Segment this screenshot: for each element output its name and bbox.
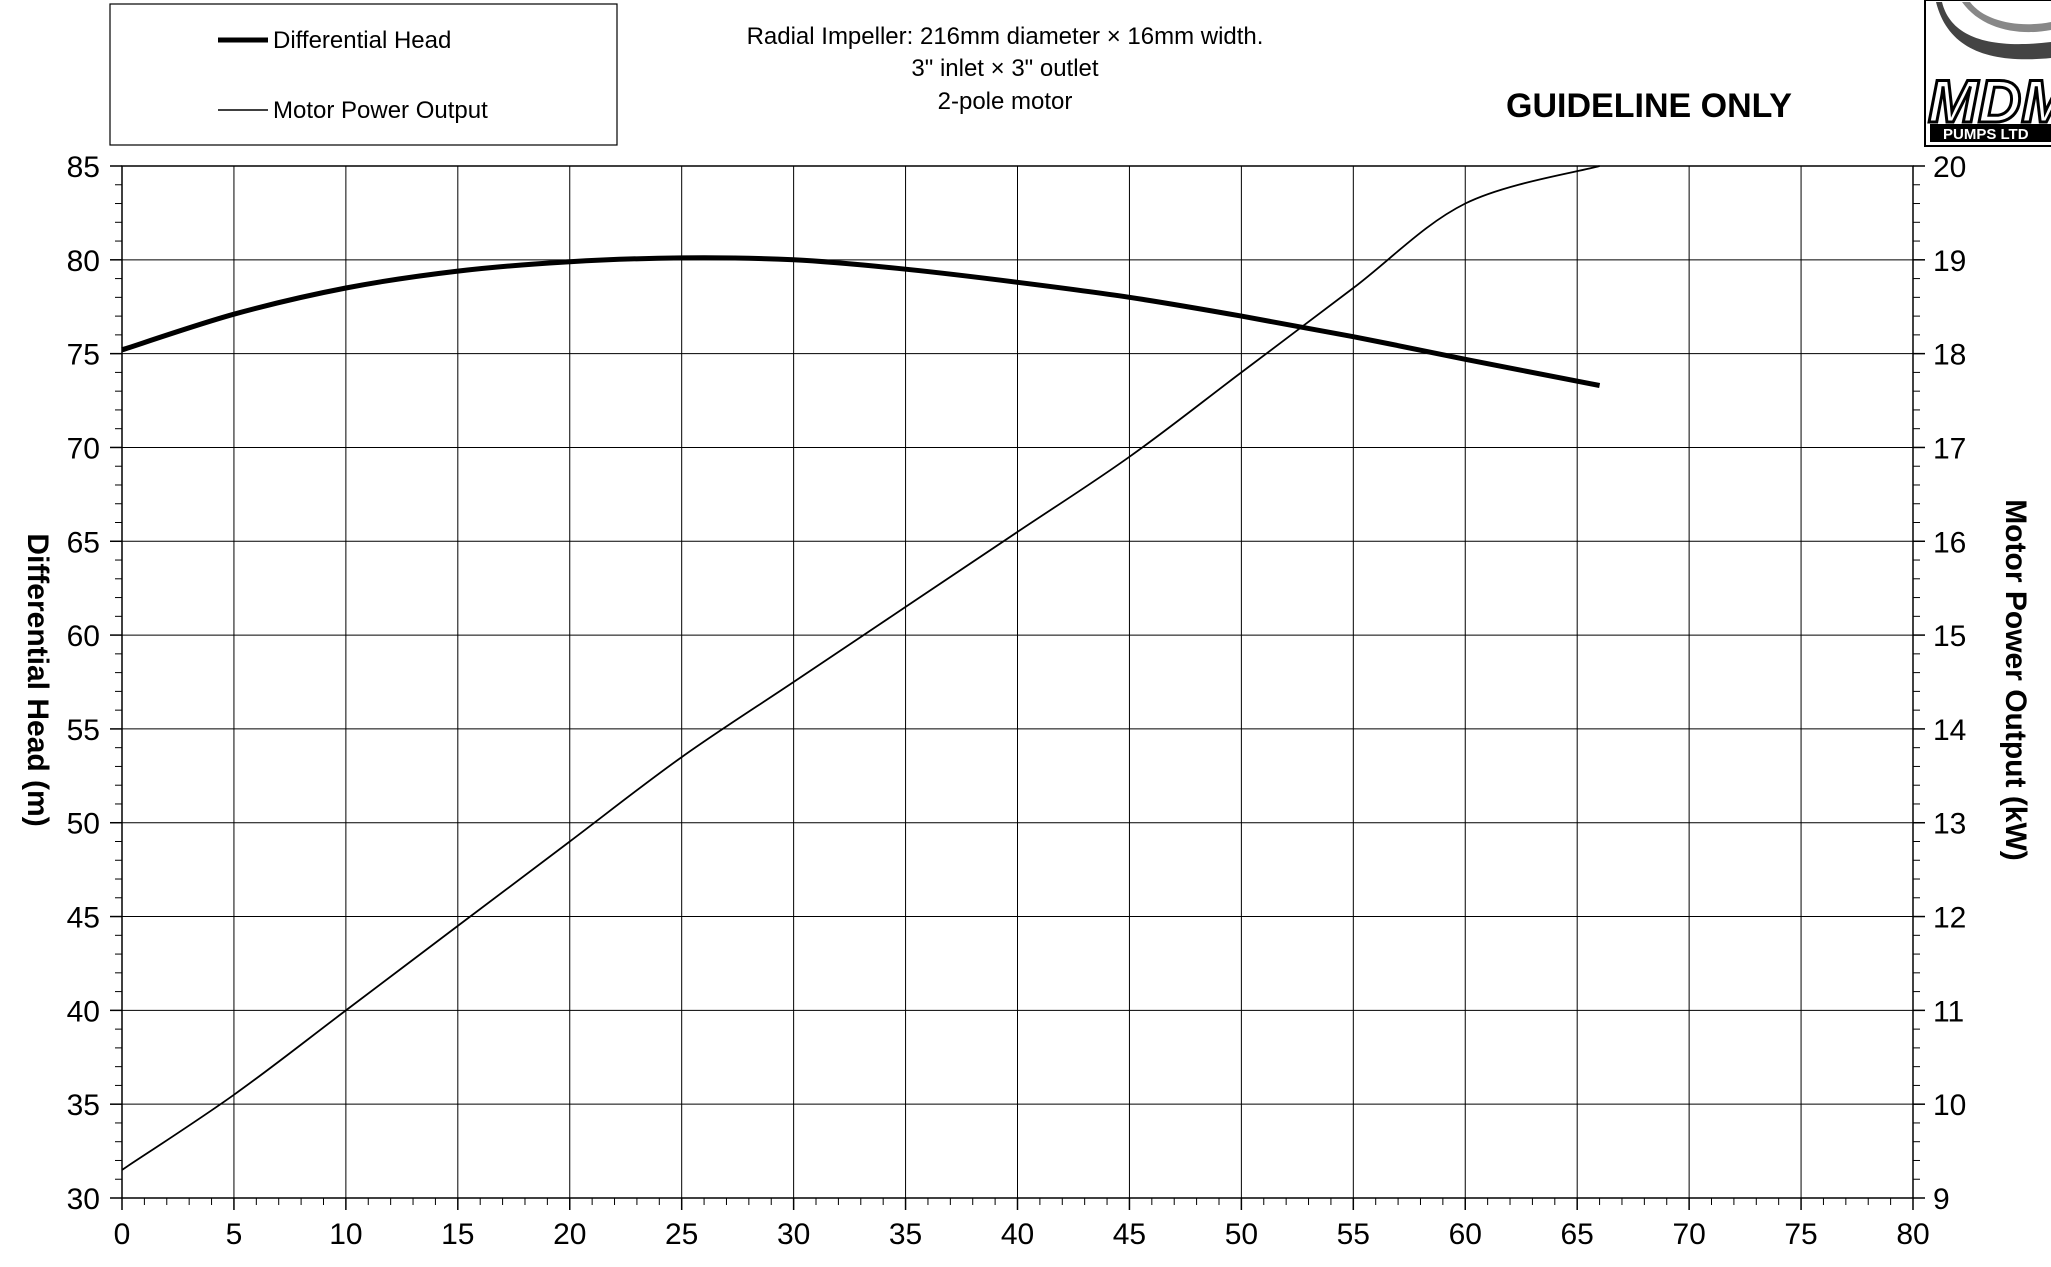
x-tick-label: 65 — [1561, 1218, 1594, 1251]
x-tick-label: 40 — [1001, 1218, 1034, 1251]
company-logo: MDM PUMPS LTD — [1924, 0, 2051, 147]
y2-axis-title: Motor Power Output (kW) — [1999, 499, 2032, 861]
logo-sub-band — [1930, 124, 2051, 142]
legend-frame — [109, 3, 618, 146]
y-tick-label: 50 — [67, 808, 100, 841]
legend: Differential Head Motor Power Output — [109, 3, 618, 146]
y-tick-label: 55 — [67, 714, 100, 747]
x-tick-label: 50 — [1225, 1218, 1258, 1251]
x-tick-label: 45 — [1113, 1218, 1146, 1251]
y-tick-labels: 30 35 40 45 50 55 60 65 70 75 80 85 — [67, 151, 100, 1216]
y2-tick-label: 16 — [1933, 526, 1966, 559]
x-tick-label: 15 — [441, 1218, 474, 1251]
y2-tick-label: 18 — [1933, 339, 1966, 372]
y-tick-label: 60 — [67, 620, 100, 653]
grid — [110, 165, 1925, 1210]
y2-tick-label: 14 — [1933, 714, 1966, 747]
y-tick-label: 30 — [67, 1183, 100, 1216]
x-tick-label: 25 — [665, 1218, 698, 1251]
y2-tick-labels: 9 10 11 12 13 14 15 16 17 18 19 20 — [1933, 151, 1966, 1216]
x-tick-label: 60 — [1449, 1218, 1482, 1251]
description-line-2: 3" inlet × 3" outlet — [911, 55, 1098, 82]
y2-tick-label: 10 — [1933, 1089, 1966, 1122]
y-tick-label: 35 — [67, 1089, 100, 1122]
impeller-swirl-icon-2 — [1962, 2, 2051, 33]
x-tick-label: 70 — [1672, 1218, 1705, 1251]
y2-tick-label: 12 — [1933, 902, 1966, 935]
series-line-motor-power-output — [121, 165, 1600, 1171]
x-tick-label: 55 — [1337, 1218, 1370, 1251]
y-tick-label: 85 — [67, 151, 100, 184]
x-tick-label: 80 — [1896, 1218, 1929, 1251]
x-tick-label: 10 — [329, 1218, 362, 1251]
impeller-swirl-icon — [1936, 2, 2051, 60]
description-line-3: 2-pole motor — [938, 88, 1073, 115]
plot-frame — [121, 165, 1914, 1199]
y2-tick-label: 9 — [1933, 1183, 1950, 1216]
y-tick-label: 65 — [67, 526, 100, 559]
series-lines — [121, 165, 1601, 1171]
x-tick-label: 5 — [226, 1218, 243, 1251]
y-axis-title: Differential Head (m) — [21, 533, 54, 826]
y2-tick-label: 11 — [1933, 995, 1964, 1028]
y-tick-label: 80 — [67, 245, 100, 278]
minor-ticks — [115, 184, 1920, 1205]
x-tick-label: 20 — [553, 1218, 586, 1251]
guideline-notice: GUIDELINE ONLY — [1506, 87, 1792, 125]
y2-tick-label: 20 — [1933, 151, 1966, 184]
description-line-1: Radial Impeller: 216mm diameter × 16mm w… — [747, 23, 1264, 50]
y-tick-label: 40 — [67, 995, 100, 1028]
y2-tick-label: 17 — [1933, 432, 1966, 465]
x-tick-label: 30 — [777, 1218, 810, 1251]
legend-label-motor-power-output: Motor Power Output — [273, 97, 488, 124]
x-tick-label: 0 — [114, 1218, 131, 1251]
y-tick-label: 75 — [67, 339, 100, 372]
series-line-differential-head — [121, 255, 1601, 388]
plot-area: 0 5 10 15 20 25 30 35 40 45 50 55 60 65 70 75 80 30 35 40 4… — [67, 151, 1967, 1251]
y2-tick-label: 19 — [1933, 245, 1966, 278]
legend-label-differential-head: Differential Head — [273, 27, 451, 54]
x-tick-labels: 0 5 10 15 20 25 30 35 40 45 50 55 60 65 70 75 80 — [114, 1218, 1930, 1251]
y-tick-label: 70 — [67, 432, 100, 465]
x-tick-label: 75 — [1784, 1218, 1817, 1251]
x-tick-label: 35 — [889, 1218, 922, 1251]
y-tick-label: 45 — [67, 902, 100, 935]
logo-subtext: PUMPS LTD — [1943, 126, 2029, 143]
y2-tick-label: 15 — [1933, 620, 1966, 653]
y2-tick-label: 13 — [1933, 808, 1966, 841]
